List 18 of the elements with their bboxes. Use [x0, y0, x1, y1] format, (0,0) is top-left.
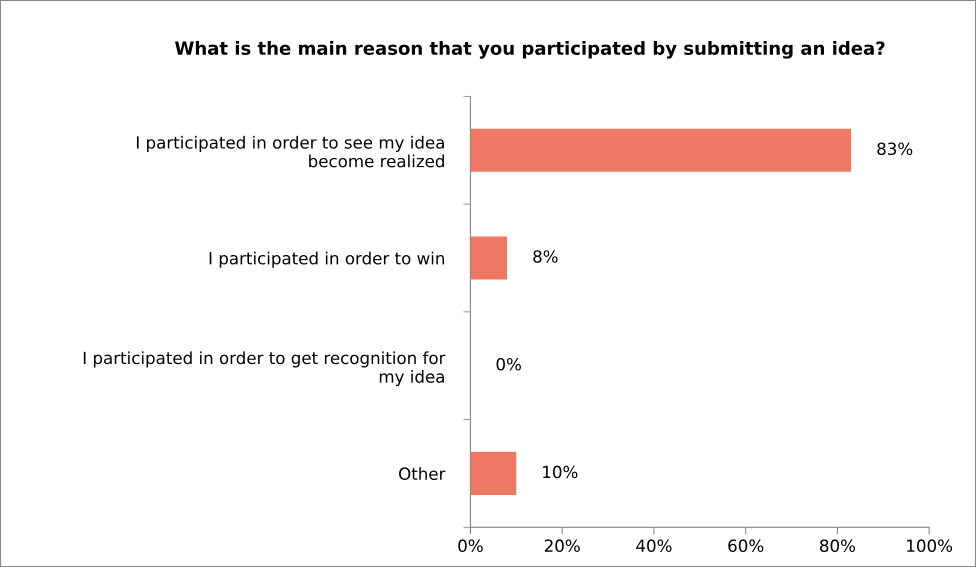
y-tick-label: I participated in order to get recognition for my idea	[84, 351, 446, 386]
x-tick-label: 100%	[907, 539, 952, 552]
chart-title: What is the main reason that you participated by submitting an idea?	[174, 41, 885, 59]
x-tick-label: 20%	[544, 539, 580, 552]
bar	[470, 128, 852, 172]
x-tick-label: 40%	[636, 539, 672, 552]
data-label: 10%	[543, 466, 578, 478]
x-tick-label: 0%	[458, 539, 483, 552]
data-label: 83%	[877, 142, 912, 156]
y-tick-label: I participated in order to see my idea become realized	[136, 136, 444, 168]
y-tick-label: Other	[399, 467, 446, 480]
x-tick-label: 60%	[728, 539, 764, 552]
bar	[470, 452, 516, 495]
data-label: 0%	[496, 358, 521, 371]
bar	[470, 236, 508, 280]
y-tick-label: I participated in order to win	[210, 252, 444, 268]
data-label: 8%	[533, 250, 558, 263]
x-tick-label: 80%	[820, 539, 856, 552]
